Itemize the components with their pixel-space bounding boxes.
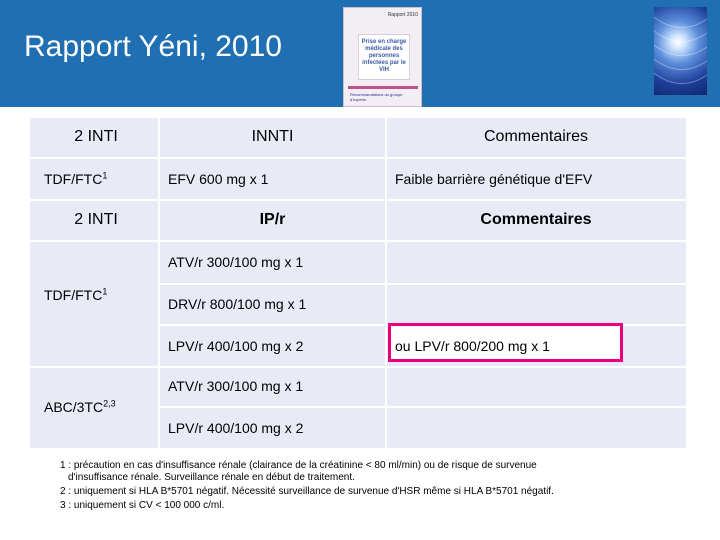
cover-center-text: Prise en charge médicale des personnes i… xyxy=(358,34,410,80)
comment-cell: ou LPV/r 800/200 mg x 1 xyxy=(395,338,550,354)
inti-cell: TDF/FTC1 xyxy=(44,171,107,187)
divider xyxy=(30,157,686,159)
divider xyxy=(30,366,686,368)
col-header-inti: 2 INTI xyxy=(74,128,118,145)
footnote-2: 2 : uniquement si HLA B*5701 négatif. Né… xyxy=(60,486,554,497)
divider xyxy=(30,240,686,242)
divider xyxy=(158,118,160,448)
footnote-1-line-1: 1 : précaution en cas d'insuffisance rén… xyxy=(60,460,537,471)
col-header-innti: INNTI xyxy=(251,128,294,145)
footnote-ref: 1 xyxy=(102,170,108,181)
slide-title: Rapport Yéni, 2010 xyxy=(24,30,282,63)
cover-top-text: Rapport 2010 xyxy=(387,12,418,18)
divider xyxy=(385,118,387,448)
footnote-3: 3 : uniquement si CV < 100 000 c/ml. xyxy=(60,500,225,511)
inti-cell: ABC/3TC2,3 xyxy=(44,399,116,415)
ipr-cell: LPV/r 400/100 mg x 2 xyxy=(168,420,304,436)
col-header-inti: 2 INTI xyxy=(74,211,118,228)
inti-name: TDF/FTC xyxy=(44,171,103,187)
inti-cell: TDF/FTC1 xyxy=(44,287,107,303)
footnote-1: 1 : précaution en cas d'insuffisance rén… xyxy=(60,460,680,484)
ipr-cell: ATV/r 300/100 mg x 1 xyxy=(168,254,304,270)
divider xyxy=(160,406,686,408)
inti-name: ABC/3TC xyxy=(44,399,104,415)
footnotes: 1 : précaution en cas d'insuffisance rén… xyxy=(60,460,680,514)
col-header-ipr: IP/r xyxy=(259,211,286,228)
cover-bottom-text: Recommandations du groupe d'experts xyxy=(350,92,403,102)
inti-name: TDF/FTC xyxy=(44,287,103,303)
footnote-ref: 1 xyxy=(102,286,108,297)
ipr-cell: LPV/r 400/100 mg x 2 xyxy=(168,338,304,354)
ipr-cell: ATV/r 300/100 mg x 1 xyxy=(168,378,304,394)
cover-stripe xyxy=(348,86,418,89)
footnote-ref: 2,3 xyxy=(103,398,116,409)
ipr-cell: DRV/r 800/100 mg x 1 xyxy=(168,296,307,312)
col-header-comments: Commentaires xyxy=(483,128,589,145)
footnote-1-line-2: d'insuffisance rénale. Surveillance réna… xyxy=(68,472,355,483)
comment-cell: Faible barrière génétique d'EFV xyxy=(395,171,593,187)
dna-decoration-image xyxy=(654,7,707,95)
col-header-comments: Commentaires xyxy=(480,211,592,228)
report-cover-image: Rapport 2010 Prise en charge médicale de… xyxy=(343,7,422,107)
innti-cell: EFV 600 mg x 1 xyxy=(168,171,269,187)
highlighted-comment-box: ou LPV/r 800/200 mg x 1 xyxy=(388,323,623,362)
divider xyxy=(160,283,686,285)
divider xyxy=(30,199,686,201)
